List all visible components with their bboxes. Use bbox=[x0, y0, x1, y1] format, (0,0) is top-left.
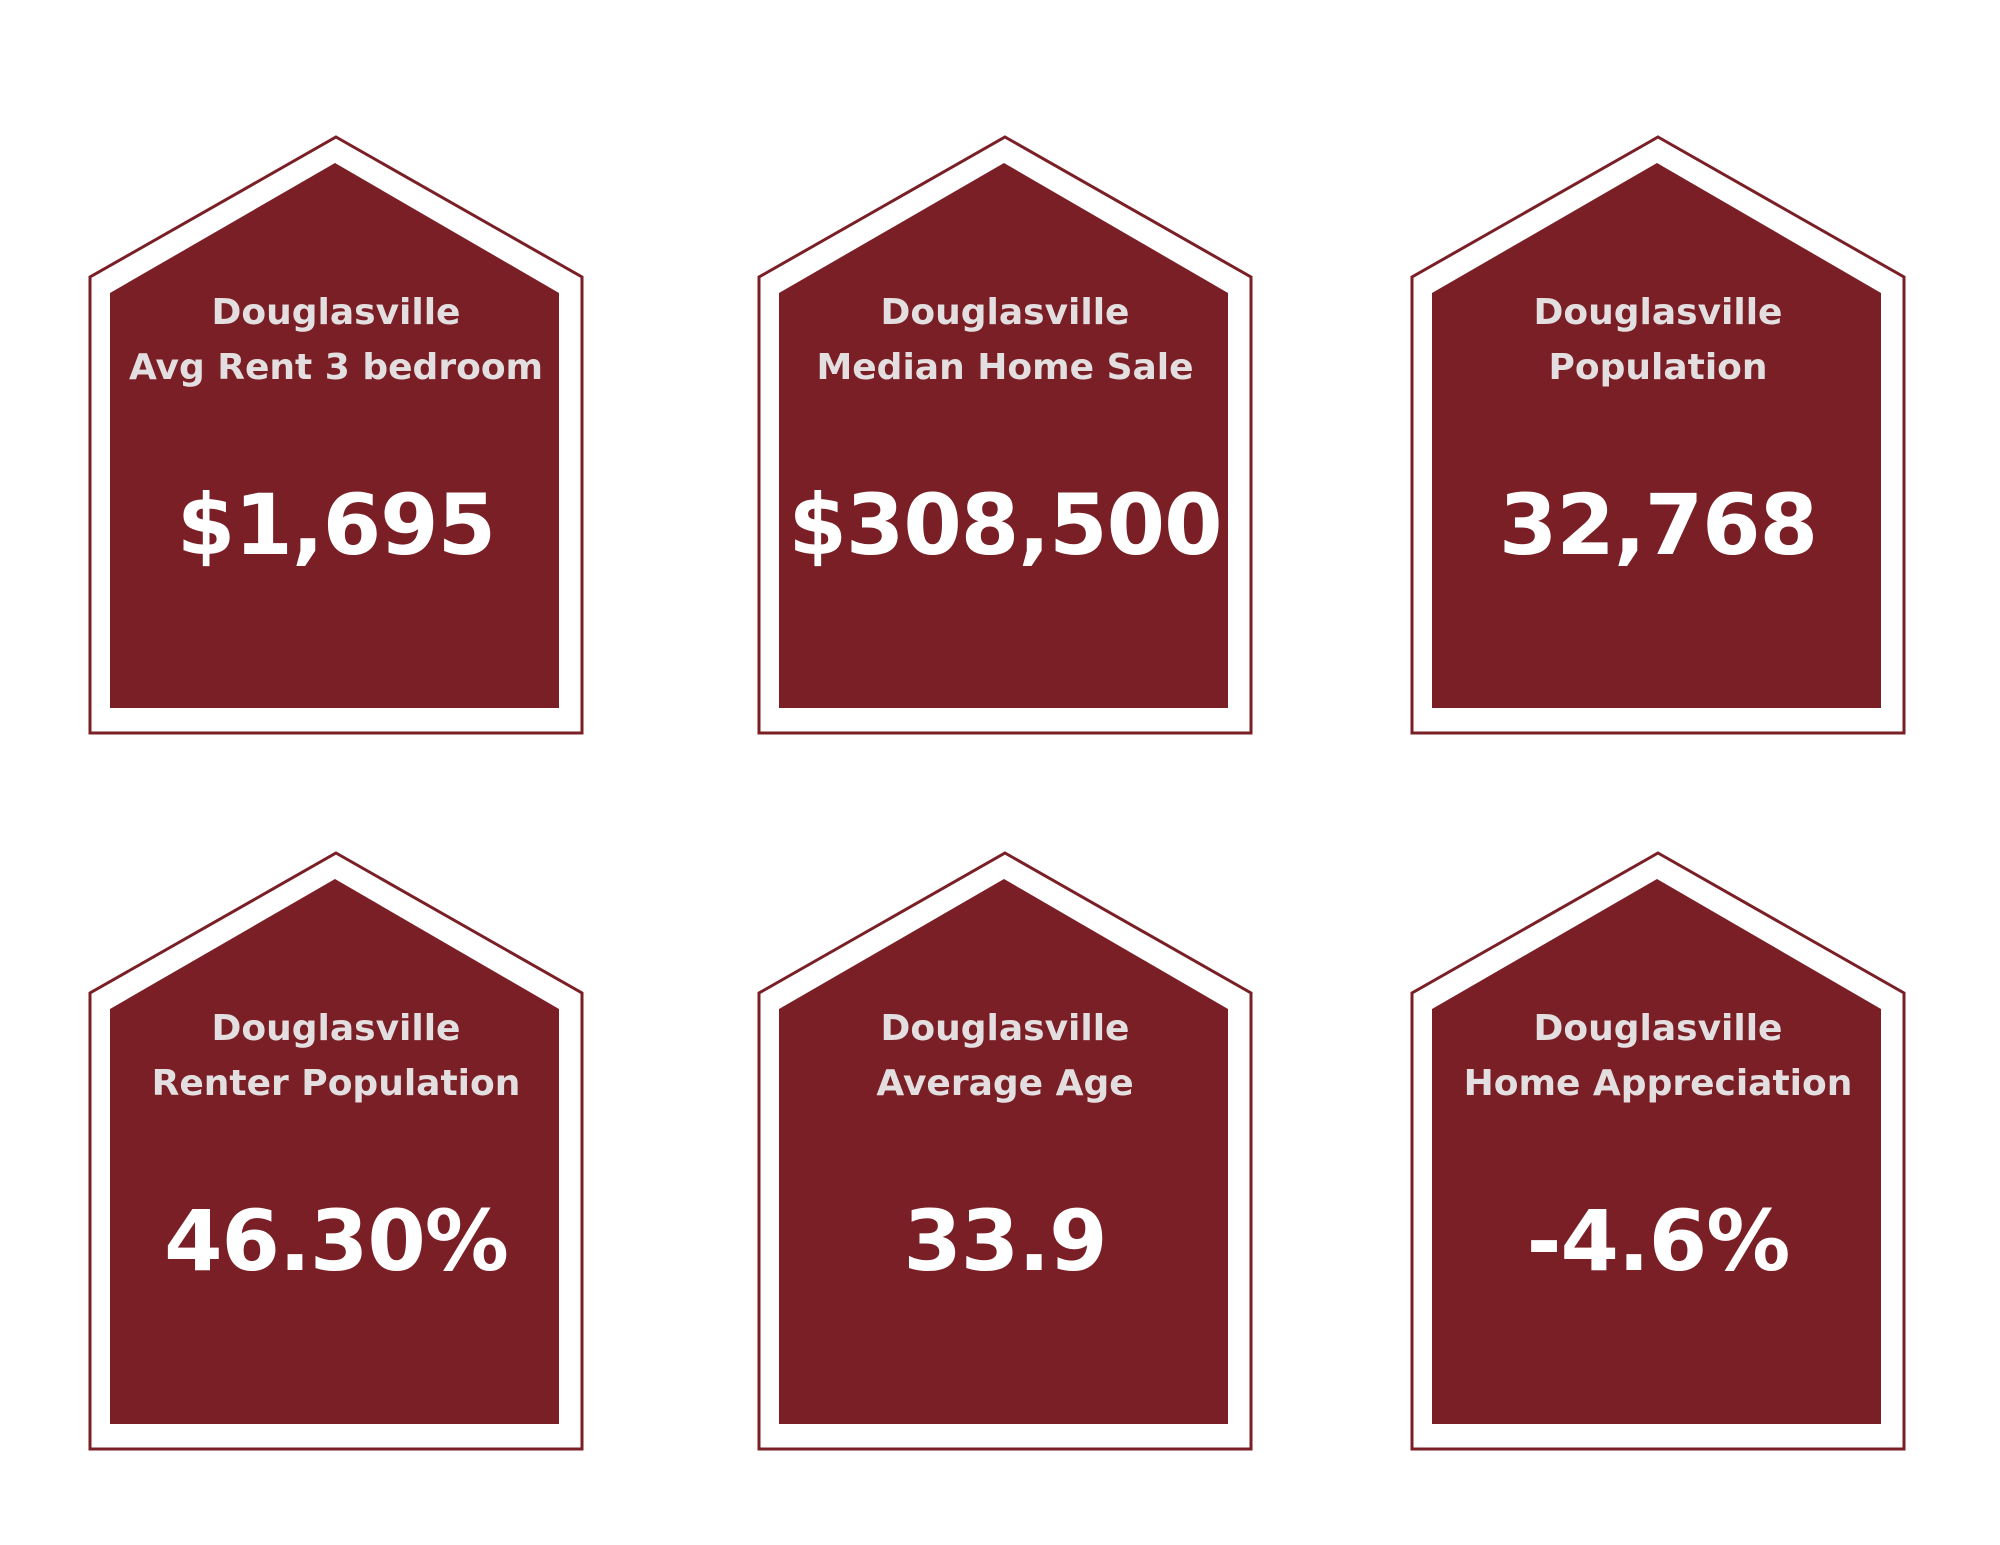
house-shape-icon bbox=[88, 851, 584, 1451]
stat-card-average-age: Douglasville Average Age 33.9 bbox=[757, 851, 1253, 1465]
stat-label: Douglasville Population bbox=[1410, 285, 1906, 395]
stat-value: $1,695 bbox=[176, 476, 496, 574]
stat-city: Douglasville bbox=[880, 292, 1130, 333]
stat-card-home-appreciation: Douglasville Home Appreciation -4.6% bbox=[1410, 851, 1906, 1465]
stat-value: 32,768 bbox=[1498, 476, 1818, 574]
house-shape-icon bbox=[1410, 851, 1906, 1451]
house-shape-icon bbox=[88, 135, 584, 735]
stat-value: $308,500 bbox=[788, 476, 1222, 574]
stat-card-median-home-sale: Douglasville Median Home Sale $308,500 bbox=[757, 135, 1253, 749]
stat-value: -4.6% bbox=[1526, 1192, 1791, 1290]
stat-metric: Home Appreciation bbox=[1463, 1063, 1853, 1104]
stat-city: Douglasville bbox=[880, 1008, 1130, 1049]
stat-metric: Median Home Sale bbox=[816, 347, 1194, 388]
stat-card-renter-population: Douglasville Renter Population 46.30% bbox=[88, 851, 584, 1465]
stat-metric: Population bbox=[1548, 347, 1768, 388]
house-shape-icon bbox=[1410, 135, 1906, 735]
stat-value: 33.9 bbox=[903, 1192, 1107, 1290]
stat-card-avg-rent: Douglasville Avg Rent 3 bedroom $1,695 bbox=[88, 135, 584, 749]
stat-metric: Renter Population bbox=[151, 1063, 521, 1104]
stat-value: 46.30% bbox=[164, 1192, 509, 1290]
stat-city: Douglasville bbox=[1533, 1008, 1783, 1049]
stat-metric: Avg Rent 3 bedroom bbox=[128, 347, 544, 388]
stat-card-population: Douglasville Population 32,768 bbox=[1410, 135, 1906, 749]
stat-city: Douglasville bbox=[211, 1008, 461, 1049]
house-shape-icon bbox=[757, 851, 1253, 1451]
stat-city: Douglasville bbox=[211, 292, 461, 333]
stat-label: Douglasville Home Appreciation bbox=[1410, 1001, 1906, 1111]
stat-label: Douglasville Avg Rent 3 bedroom bbox=[88, 285, 584, 395]
stat-label: Douglasville Renter Population bbox=[88, 1001, 584, 1111]
stat-label: Douglasville Median Home Sale bbox=[757, 285, 1253, 395]
stat-city: Douglasville bbox=[1533, 292, 1783, 333]
house-shape-icon bbox=[757, 135, 1253, 735]
stat-label: Douglasville Average Age bbox=[757, 1001, 1253, 1111]
stat-metric: Average Age bbox=[876, 1063, 1134, 1104]
